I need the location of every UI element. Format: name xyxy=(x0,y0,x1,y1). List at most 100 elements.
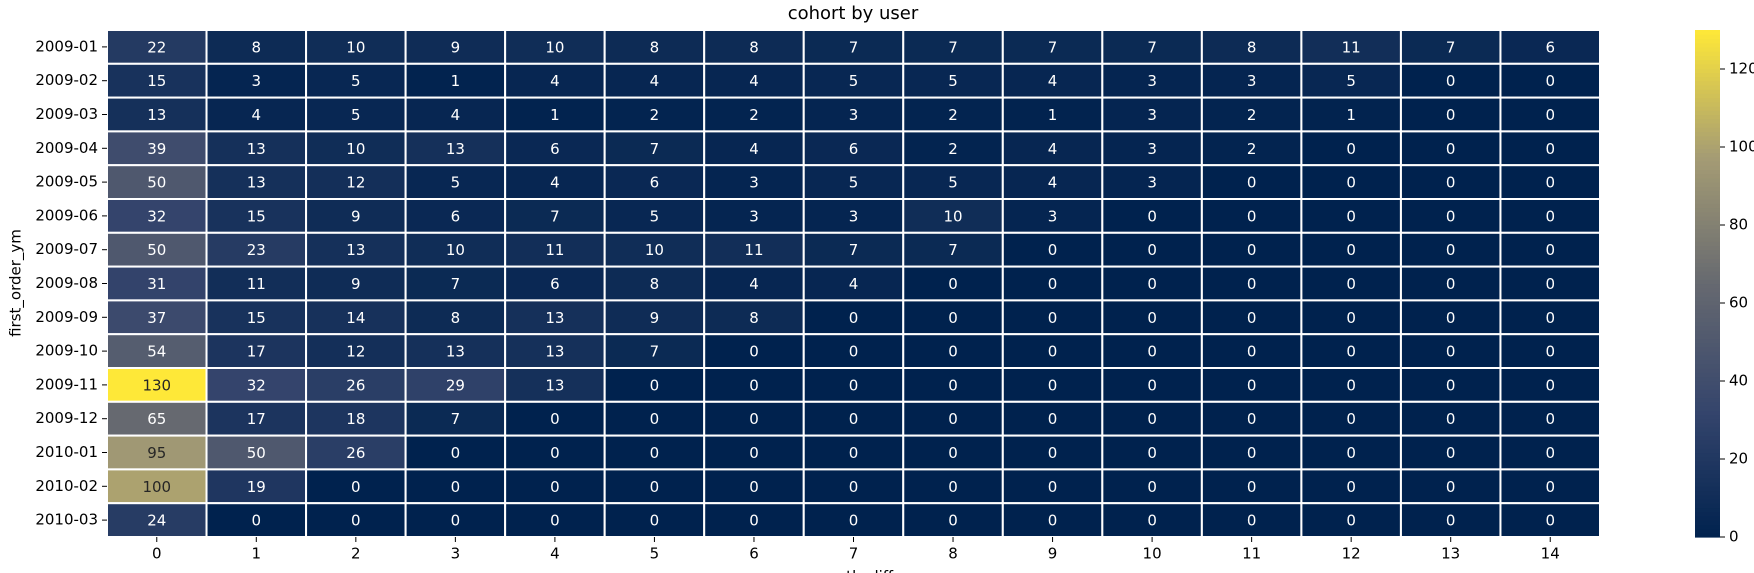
cell-label: 0 xyxy=(1446,140,1456,158)
heatmap-cell xyxy=(1200,333,1303,370)
cell-label: 0 xyxy=(1446,478,1456,496)
cell-label: 4 xyxy=(749,275,759,293)
x-tick-label: 3 xyxy=(451,545,461,563)
cell-label: 0 xyxy=(1048,343,1058,361)
colorbar-segment xyxy=(1695,482,1720,487)
colorbar-segment xyxy=(1695,118,1720,124)
chart-title: cohort by user xyxy=(788,3,919,24)
colorbar-tick-label: 40 xyxy=(1729,372,1748,390)
cell-label: 0 xyxy=(1446,343,1456,361)
y-tick-label: 2009-03 xyxy=(35,105,98,123)
colorbar-segment xyxy=(1695,131,1720,137)
colorbar-segment xyxy=(1695,410,1720,416)
heatmap-cell xyxy=(802,29,905,65)
cell-label: 10 xyxy=(645,241,664,259)
heatmap-cell xyxy=(205,502,308,539)
y-tick-label: 2009-09 xyxy=(35,308,98,326)
heatmap-cell xyxy=(902,164,1004,200)
heatmap-cell xyxy=(504,367,606,403)
cell-label: 10 xyxy=(446,241,465,259)
cell-label: 2 xyxy=(749,106,759,124)
cell-label: 130 xyxy=(142,376,171,394)
colorbar-segment xyxy=(1695,241,1720,247)
colorbar-segment xyxy=(1695,253,1720,259)
cell-label: 7 xyxy=(650,343,660,361)
cell-label: 0 xyxy=(1545,478,1555,496)
heatmap-cell xyxy=(1499,400,1602,437)
cell-label: 6 xyxy=(650,174,660,192)
heatmap-cell xyxy=(1399,29,1502,65)
x-tick-label: 1 xyxy=(252,545,262,563)
heatmap-cell xyxy=(1399,198,1502,234)
colorbar-segment xyxy=(1695,169,1720,175)
heatmap-cell xyxy=(1101,130,1203,167)
cell-label: 7 xyxy=(849,241,859,259)
heatmap-cell xyxy=(603,231,706,268)
colorbar-segment xyxy=(1695,42,1720,48)
cell-label: 0 xyxy=(1048,512,1058,530)
heatmap-cell xyxy=(902,434,1004,471)
colorbar-segment xyxy=(1695,406,1720,411)
cell-label: 0 xyxy=(1048,376,1058,394)
cell-label: 0 xyxy=(1147,343,1157,361)
x-tick-label: 10 xyxy=(1143,545,1162,563)
colorbar-segment xyxy=(1695,325,1720,331)
cell-label: 11 xyxy=(247,275,266,293)
heatmap-cell xyxy=(1200,299,1303,336)
cell-label: 0 xyxy=(1446,241,1456,259)
cell-label: 3 xyxy=(1147,72,1157,90)
colorbar-segment xyxy=(1695,456,1720,462)
cell-label: 5 xyxy=(849,174,859,192)
cell-label: 0 xyxy=(1545,140,1555,158)
heatmap-cell xyxy=(404,198,507,234)
heatmap-cell xyxy=(106,96,208,133)
cell-label: 0 xyxy=(1545,512,1555,530)
heatmap-cell xyxy=(205,468,308,505)
heatmap-cell xyxy=(404,333,507,370)
heatmap-cell xyxy=(802,130,905,167)
cell-label: 5 xyxy=(948,174,958,192)
cell-label: 0 xyxy=(1346,140,1356,158)
cell-label: 0 xyxy=(749,444,759,462)
heatmap-cell xyxy=(802,299,905,336)
cell-label: 0 xyxy=(1446,207,1456,225)
cell-label: 0 xyxy=(1545,410,1555,428)
heatmap-cell xyxy=(1499,502,1602,539)
heatmap-cell xyxy=(603,299,706,336)
colorbar-segment xyxy=(1695,507,1720,513)
heatmap-cell xyxy=(1499,164,1602,200)
cell-label: 0 xyxy=(1446,376,1456,394)
heatmap-cell xyxy=(305,198,407,234)
cell-label: 8 xyxy=(749,38,759,56)
cell-label: 0 xyxy=(252,512,262,530)
cell-label: 0 xyxy=(1545,241,1555,259)
y-tick-label: 2009-08 xyxy=(35,274,98,292)
heatmap-cell xyxy=(703,198,805,234)
colorbar-segment xyxy=(1695,127,1720,132)
colorbar-segment xyxy=(1695,165,1720,171)
cell-label: 3 xyxy=(849,207,859,225)
cell-label: 7 xyxy=(1147,38,1157,56)
cell-label: 0 xyxy=(948,309,958,327)
heatmap-cell xyxy=(504,231,606,268)
cell-label: 15 xyxy=(147,72,166,90)
cell-label: 6 xyxy=(451,207,461,225)
y-tick-label: 2010-03 xyxy=(35,511,98,529)
heatmap-cell xyxy=(1300,333,1402,370)
colorbar-segment xyxy=(1695,287,1720,293)
cell-label: 0 xyxy=(1147,512,1157,530)
colorbar-segment xyxy=(1695,355,1720,361)
colorbar-segment xyxy=(1695,80,1720,86)
colorbar-segment xyxy=(1695,435,1720,441)
colorbar-segment xyxy=(1695,308,1720,314)
heatmap-cell xyxy=(703,265,805,302)
colorbar-segment xyxy=(1695,279,1720,285)
heatmap-cell xyxy=(1001,29,1104,65)
colorbar-segment xyxy=(1695,144,1720,149)
cell-label: 1 xyxy=(1346,106,1356,124)
colorbar-segment xyxy=(1695,317,1720,323)
heatmap-cell xyxy=(106,400,208,437)
cell-label: 17 xyxy=(247,410,266,428)
cell-label: 9 xyxy=(351,275,361,293)
colorbar-segment xyxy=(1695,380,1720,386)
